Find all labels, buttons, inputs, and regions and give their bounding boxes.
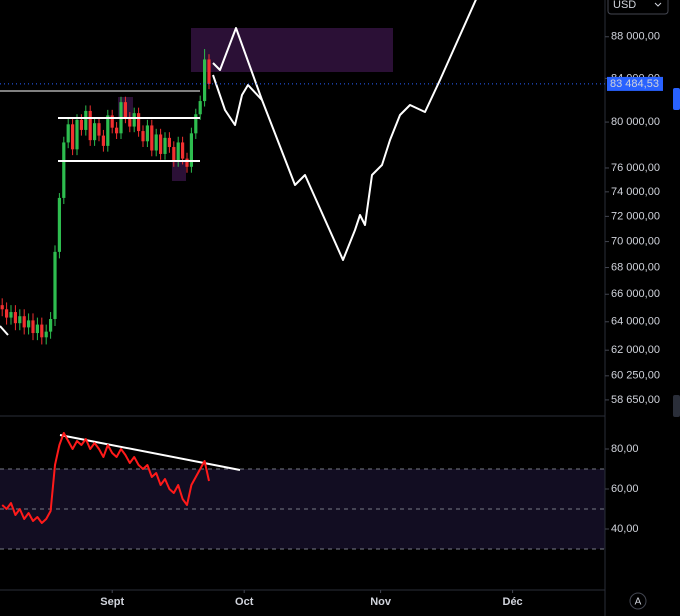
candle-body bbox=[93, 123, 97, 141]
projection-path bbox=[212, 74, 263, 126]
candle-body bbox=[97, 123, 101, 136]
side-tab[interactable] bbox=[673, 88, 680, 110]
x-tick-label: Sept bbox=[100, 596, 124, 608]
currency-dropdown[interactable] bbox=[607, 0, 669, 15]
candle-body bbox=[44, 331, 48, 338]
candle-body bbox=[27, 320, 31, 328]
candle-body bbox=[0, 305, 4, 310]
candle-body bbox=[62, 142, 66, 198]
candle-body bbox=[57, 197, 61, 252]
y-tick-label: 74 000,00 bbox=[611, 186, 660, 198]
candle-body bbox=[35, 324, 39, 334]
candle-body bbox=[115, 127, 119, 134]
candle-body bbox=[181, 142, 185, 159]
candle-body bbox=[53, 251, 57, 319]
candle-body bbox=[123, 102, 127, 118]
last-price-label: 83 484,53 bbox=[610, 78, 659, 90]
candle-body bbox=[167, 137, 171, 148]
candle-body bbox=[71, 124, 75, 150]
candle-body bbox=[18, 316, 22, 324]
candle-body bbox=[207, 59, 211, 84]
candle-body bbox=[189, 133, 193, 167]
y-tick-label: 72 000,00 bbox=[611, 210, 660, 222]
candle-body bbox=[49, 318, 53, 332]
y-tick-label: 58 650,00 bbox=[611, 394, 660, 406]
candle-body bbox=[132, 113, 136, 127]
candle-body bbox=[185, 158, 189, 167]
candle-body bbox=[75, 119, 79, 150]
candle-body bbox=[203, 59, 207, 102]
rsi-line bbox=[1, 432, 210, 524]
candle-body bbox=[128, 117, 132, 127]
candle-body bbox=[9, 312, 13, 318]
candle-body bbox=[31, 320, 35, 334]
currency-label: USD bbox=[613, 0, 636, 11]
candle-body bbox=[176, 142, 180, 161]
candle-body bbox=[101, 135, 105, 146]
x-tick-label: Nov bbox=[370, 596, 392, 608]
candle-body bbox=[141, 131, 145, 142]
dropdown-arrow bbox=[654, 2, 662, 7]
candle-body bbox=[110, 115, 114, 128]
y-tick-label: 80,00 bbox=[611, 443, 639, 455]
last-price-tag bbox=[607, 76, 663, 91]
candle-body bbox=[163, 137, 167, 154]
x-tick-label: Déc bbox=[503, 596, 523, 608]
y-tick-label: 80 000,00 bbox=[611, 116, 660, 128]
auto-button[interactable] bbox=[629, 592, 647, 610]
candle-body bbox=[137, 113, 141, 132]
y-tick-label: 70 000,00 bbox=[611, 235, 660, 247]
candle-body bbox=[172, 147, 176, 161]
candle-body bbox=[194, 114, 198, 134]
projection-path bbox=[212, 0, 477, 261]
side-tab[interactable] bbox=[673, 395, 680, 417]
y-tick-label: 76 000,00 bbox=[611, 162, 660, 174]
y-tick-label: 64 000,00 bbox=[611, 316, 660, 328]
candle-body bbox=[150, 125, 154, 151]
candle-body bbox=[159, 134, 163, 154]
candle-body bbox=[13, 312, 17, 324]
y-tick-label: 60 250,00 bbox=[611, 370, 660, 382]
y-tick-label: 62 000,00 bbox=[611, 344, 660, 356]
candle-body bbox=[22, 316, 26, 328]
y-tick-label: 66 000,00 bbox=[611, 288, 660, 300]
zone-box bbox=[172, 160, 186, 181]
candle-body bbox=[154, 134, 158, 151]
trend-line bbox=[0, 325, 9, 336]
candle-body bbox=[198, 101, 202, 115]
y-tick-label: 40,00 bbox=[611, 523, 639, 535]
auto-button-label: A bbox=[635, 597, 642, 608]
candle-body bbox=[106, 115, 110, 146]
y-tick-label: 88 000,00 bbox=[611, 31, 660, 43]
rsi-trend-line bbox=[59, 434, 241, 471]
zone-box bbox=[191, 28, 393, 72]
x-tick-label: Oct bbox=[235, 596, 254, 608]
candle-body bbox=[84, 110, 88, 130]
candle-body bbox=[40, 324, 44, 338]
candle-body bbox=[5, 309, 9, 318]
y-tick-label: 60,00 bbox=[611, 483, 639, 495]
candle-body bbox=[145, 125, 149, 142]
candle-body bbox=[79, 119, 83, 130]
candle-body bbox=[66, 124, 70, 143]
y-tick-label: 68 000,00 bbox=[611, 261, 660, 273]
candle-body bbox=[88, 110, 92, 141]
